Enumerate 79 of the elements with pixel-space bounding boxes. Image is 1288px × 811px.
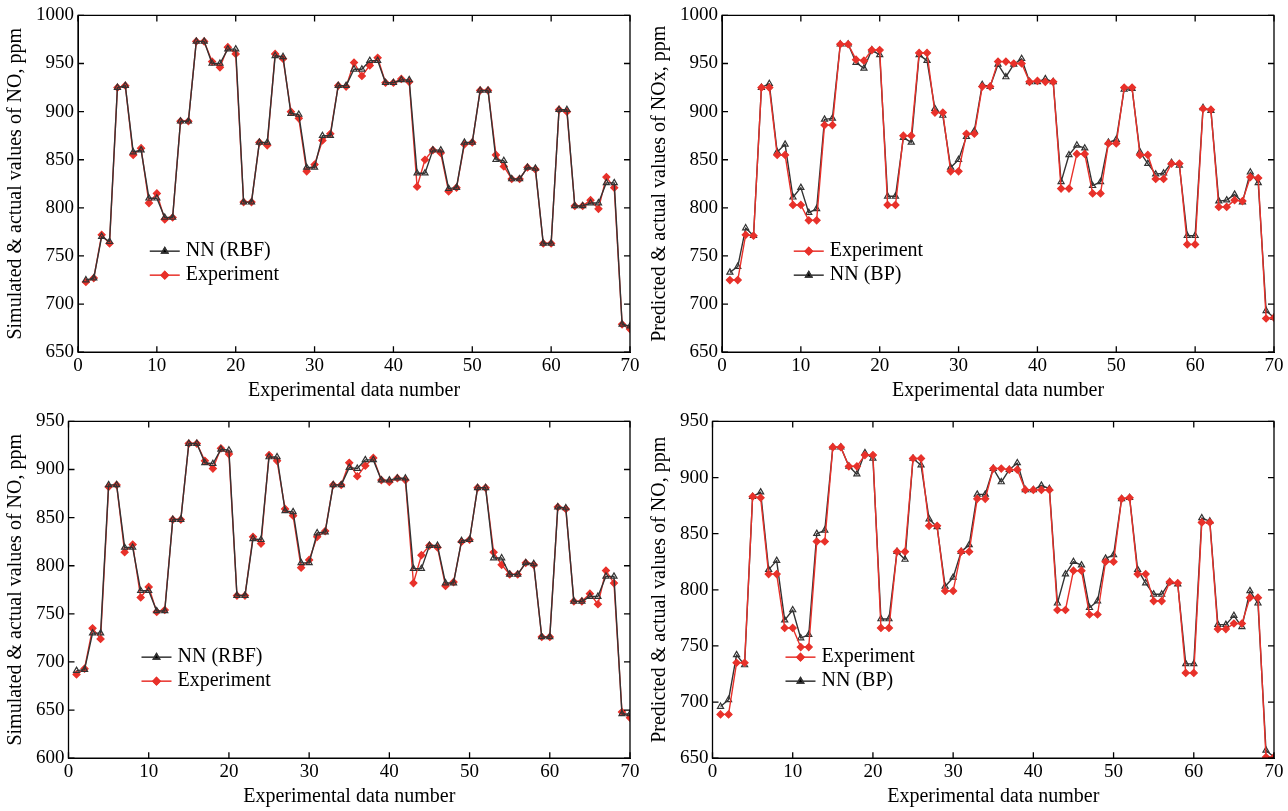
x-tick-label: 10: [791, 353, 811, 375]
y-tick-label: 850: [45, 147, 74, 169]
legend-label: NN (RBF): [185, 238, 271, 262]
x-tick-label: 10: [783, 759, 803, 781]
y-axis-title: Simulated & actual values of NO, ppm: [3, 433, 27, 746]
x-tick-label: 10: [139, 759, 159, 781]
y-tick-label: 900: [45, 99, 74, 121]
legend-label: Experiment: [185, 262, 280, 286]
x-tick-label: 0: [707, 759, 718, 781]
y-axis-title: Simulated & actual values of NO, ppm: [3, 27, 27, 340]
x-tick-label: 50: [1104, 759, 1124, 781]
y-tick-label: 650: [45, 340, 74, 362]
y-tick-label: 900: [689, 99, 718, 121]
y-tick-label: 750: [45, 243, 74, 265]
x-axis-title: Experimental data number: [887, 784, 1100, 808]
y-axis-title: Predicted & actual values of NO, ppm: [647, 436, 671, 743]
x-tick-label: 30: [305, 353, 325, 375]
y-tick-label: 800: [36, 553, 65, 575]
x-tick-label: 30: [299, 759, 319, 781]
x-tick-label: 50: [460, 759, 480, 781]
x-tick-label: 60: [1185, 353, 1205, 375]
x-tick-label: 70: [1264, 353, 1284, 375]
y-tick-label: 800: [680, 577, 709, 599]
y-tick-label: 1000: [680, 3, 718, 25]
y-tick-label: 950: [689, 51, 718, 73]
x-tick-label: 70: [620, 353, 640, 375]
y-tick-label: 750: [689, 243, 718, 265]
y-tick-label: 850: [689, 147, 718, 169]
x-tick-label: 30: [949, 353, 969, 375]
legend-label: NN (RBF): [177, 644, 263, 668]
x-tick-label: 30: [943, 759, 963, 781]
x-tick-label: 0: [717, 353, 727, 375]
y-tick-label: 600: [36, 746, 65, 768]
x-tick-label: 0: [73, 353, 83, 375]
y-tick-label: 650: [680, 746, 709, 768]
x-tick-label: 40: [383, 353, 403, 375]
x-tick-label: 70: [1264, 759, 1284, 781]
x-tick-label: 60: [541, 353, 561, 375]
y-tick-label: 950: [680, 409, 709, 431]
legend-label: NN (BP): [821, 668, 894, 692]
y-tick-label: 700: [36, 649, 65, 671]
x-tick-label: 40: [1023, 759, 1043, 781]
x-axis-title: Experimental data number: [247, 378, 461, 402]
y-tick-label: 950: [45, 51, 74, 73]
legend-label: Experiment: [829, 238, 924, 262]
y-tick-label: 750: [680, 633, 709, 655]
y-tick-label: 850: [36, 505, 65, 527]
x-tick-label: 40: [379, 759, 399, 781]
y-tick-label: 850: [680, 521, 709, 543]
y-tick-label: 800: [45, 195, 74, 217]
x-axis-title: Experimental data number: [243, 784, 456, 808]
y-tick-label: 800: [689, 195, 718, 217]
x-axis-title: Experimental data number: [891, 378, 1105, 402]
x-tick-label: 10: [147, 353, 167, 375]
x-tick-label: 20: [870, 353, 890, 375]
y-tick-label: 750: [36, 601, 65, 623]
legend-label: NN (BP): [829, 262, 902, 286]
y-tick-label: 700: [680, 690, 709, 712]
x-tick-label: 20: [863, 759, 883, 781]
y-tick-label: 900: [36, 457, 65, 479]
x-tick-label: 50: [1106, 353, 1126, 375]
y-tick-label: 950: [36, 409, 65, 431]
x-tick-label: 20: [219, 759, 239, 781]
y-tick-label: 900: [680, 465, 709, 487]
legend-label: Experiment: [821, 644, 916, 668]
x-tick-label: 40: [1027, 353, 1047, 375]
x-tick-label: 60: [1184, 759, 1204, 781]
y-tick-label: 1000: [36, 3, 74, 25]
x-tick-label: 60: [540, 759, 560, 781]
y-tick-label: 650: [36, 698, 65, 720]
x-tick-label: 20: [226, 353, 246, 375]
y-tick-label: 700: [689, 292, 718, 314]
y-tick-label: 650: [689, 340, 718, 362]
x-tick-label: 0: [63, 759, 74, 781]
y-axis-title: Predicted & actual values of NOx, ppm: [647, 25, 671, 342]
y-tick-label: 700: [45, 292, 74, 314]
legend-label: Experiment: [177, 668, 272, 692]
x-tick-label: 50: [462, 353, 482, 375]
x-tick-label: 70: [620, 759, 640, 781]
